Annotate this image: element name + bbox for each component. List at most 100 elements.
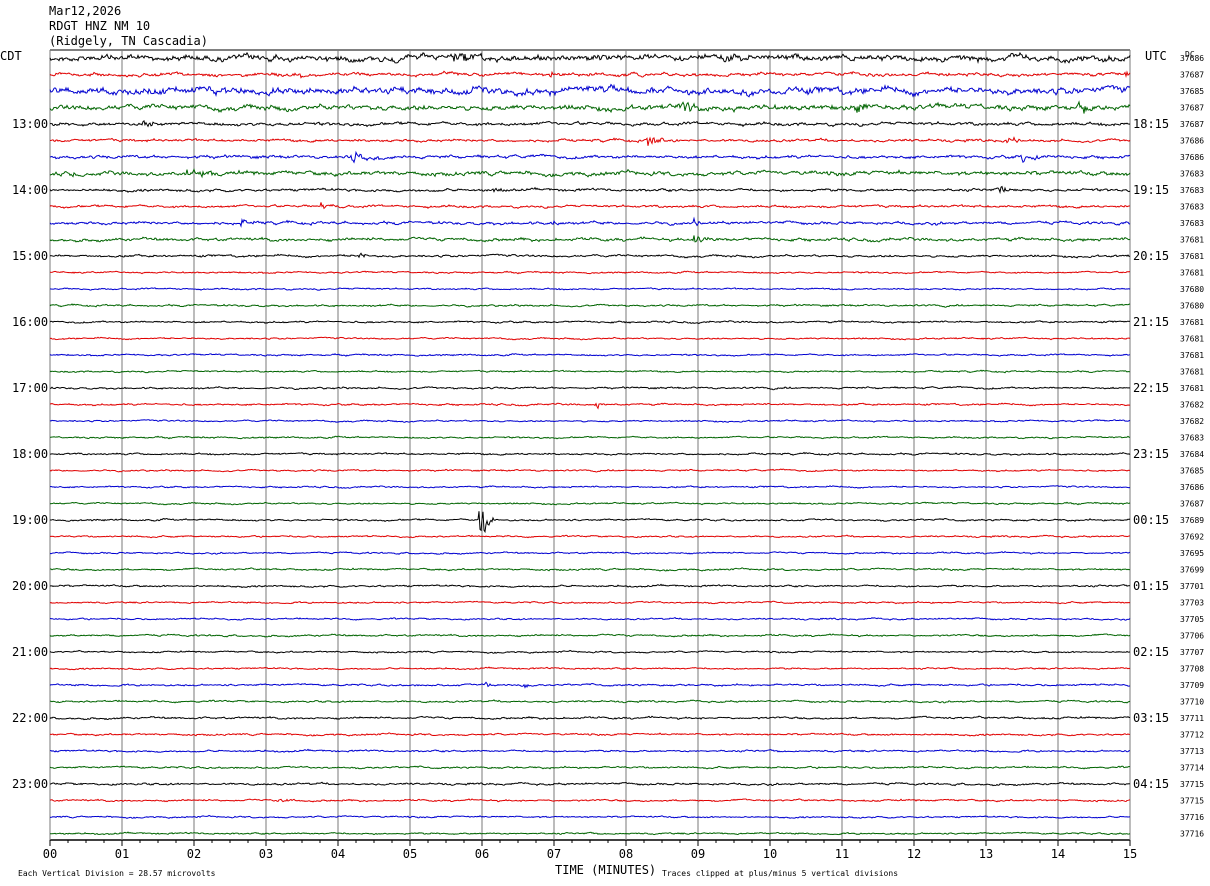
trace-row-33	[49, 600, 1131, 605]
plot-date: Mar12,2026	[49, 4, 122, 18]
trace-row-18	[49, 352, 1131, 357]
x-tick-label: 14	[1051, 847, 1065, 861]
trace-row-37	[49, 666, 1131, 671]
dc-offset-label: 37687	[1180, 120, 1204, 129]
dc-offset-label: 37713	[1180, 747, 1204, 756]
trace-row-45	[49, 798, 1131, 803]
cdt-hour-label: 17:00	[12, 381, 48, 395]
dc-offset-label: 37687	[1180, 71, 1204, 80]
utc-axis-label: UTC	[1145, 49, 1167, 63]
trace-row-38	[49, 681, 1131, 689]
dc-offset-label: 37681	[1180, 335, 1204, 344]
cdt-hour-label: 19:00	[12, 513, 48, 527]
dc-offset-label: 37683	[1180, 219, 1204, 228]
trace-row-9	[49, 202, 1131, 210]
dc-offset-label: 37699	[1180, 566, 1204, 575]
trace-row-3	[49, 100, 1131, 114]
trace-row-23	[49, 435, 1131, 440]
dc-offset-label: 37683	[1180, 186, 1204, 195]
trace-row-40	[49, 715, 1131, 721]
dc-offset-label: 37681	[1180, 318, 1204, 327]
dc-offset-label: 37711	[1180, 714, 1204, 723]
x-tick-label: 09	[691, 847, 705, 861]
dc-offset-label: 37692	[1180, 533, 1204, 542]
x-tick-label: 10	[763, 847, 777, 861]
trace-row-42	[49, 748, 1131, 753]
dc-offset-label: 37687	[1180, 104, 1204, 113]
trace-row-0	[49, 51, 1131, 65]
trace-row-30	[49, 551, 1131, 555]
trace-row-15	[49, 303, 1131, 308]
dc-offset-label: 37681	[1180, 384, 1204, 393]
trace-row-7	[49, 168, 1131, 179]
cdt-hour-label: 14:00	[12, 183, 48, 197]
cdt-hour-label: 18:00	[12, 447, 48, 461]
trace-row-19	[49, 369, 1131, 374]
utc-hour-label: 21:15	[1133, 315, 1169, 329]
trace-row-25	[49, 468, 1131, 473]
dc-offset-label: 37683	[1180, 434, 1204, 443]
scale-note: Each Vertical Division = 28.57 microvolt…	[18, 869, 216, 878]
utc-hour-label: 03:15	[1133, 711, 1169, 725]
trace-row-41	[49, 732, 1131, 737]
dc-offset-label: 37685	[1180, 87, 1204, 96]
utc-hour-label: 19:15	[1133, 183, 1169, 197]
trace-row-17	[49, 336, 1131, 341]
trace-row-32	[49, 583, 1131, 589]
dc-offset-label: 37682	[1180, 401, 1204, 410]
dc-offset-label: 37706	[1180, 632, 1204, 641]
cdt-hour-label: 21:00	[12, 645, 48, 659]
trace-row-46	[49, 814, 1131, 819]
utc-hour-label: 18:15	[1133, 117, 1169, 131]
trace-row-12	[49, 252, 1131, 259]
cdt-hour-label: 13:00	[12, 117, 48, 131]
x-tick-label: 00	[43, 847, 57, 861]
trace-row-8	[49, 185, 1131, 195]
dc-offset-label: 37686	[1180, 483, 1204, 492]
trace-row-21	[49, 402, 1131, 410]
dc-offset-label: 37710	[1180, 698, 1204, 707]
trace-row-2	[49, 83, 1131, 98]
trace-row-47	[49, 831, 1131, 836]
trace-row-14	[49, 287, 1131, 291]
utc-hour-label: 22:15	[1133, 381, 1169, 395]
dc-offset-label: 37685	[1180, 467, 1204, 476]
x-tick-label: 11	[835, 847, 849, 861]
x-axis-title: TIME (MINUTES)	[555, 863, 656, 877]
cdt-hour-label: 23:00	[12, 777, 48, 791]
trace-row-24	[50, 451, 1131, 457]
dc-offset-label: 37707	[1180, 648, 1204, 657]
x-tick-label: 01	[115, 847, 129, 861]
chart-labels: 00 01 02 03 04 05 06 07 08 09 10 11 12 13 14 15 37686 376…	[12, 54, 1204, 861]
x-tick-label: 12	[907, 847, 921, 861]
station-location: (Ridgely, TN Cascadia)	[49, 34, 208, 48]
dc-offset-label: 37682	[1180, 417, 1204, 426]
dc-offset-label: 37703	[1180, 599, 1204, 608]
dc-offset-label: 37683	[1180, 170, 1204, 179]
dc-offset-label: 37701	[1180, 582, 1204, 591]
dc-offset-label: 37695	[1180, 549, 1204, 558]
trace-row-13	[49, 270, 1131, 275]
trace-row-20	[49, 385, 1131, 391]
trace-row-28	[49, 511, 1131, 534]
dc-offset-label: 37716	[1180, 813, 1204, 822]
cdt-hour-label: 15:00	[12, 249, 48, 263]
dc-offset-label: 37686	[1180, 137, 1204, 146]
dc-offset-label: 37705	[1180, 615, 1204, 624]
x-tick-label: 04	[331, 847, 345, 861]
x-tick-label: 13	[979, 847, 993, 861]
utc-hour-label: 04:15	[1133, 777, 1169, 791]
dc-offset-label: 37687	[1180, 500, 1204, 509]
x-tick-label: 07	[547, 847, 561, 861]
dc-offset-label: 37681	[1180, 351, 1204, 360]
trace-row-29	[49, 534, 1131, 539]
utc-hour-label: 00:15	[1133, 513, 1169, 527]
cdt-hour-label: 16:00	[12, 315, 48, 329]
trace-row-35	[49, 633, 1131, 638]
utc-hour-label: 23:15	[1133, 447, 1169, 461]
dc-offset-label: 37686	[1180, 153, 1204, 162]
trace-row-31	[49, 567, 1131, 572]
dc-offset-label: 37680	[1180, 285, 1204, 294]
x-tick-label: 08	[619, 847, 633, 861]
